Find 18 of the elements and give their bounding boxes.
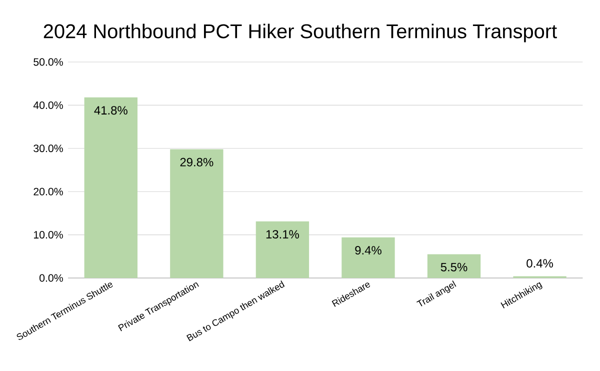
y-tick-label: 20.0% [34,188,63,196]
data-label: 5.5% [440,262,468,272]
y-tick-label: 40.0% [33,101,63,109]
chart-title: 2024 Northbound PCT Hiker Southern Terminus Transport [44,24,557,42]
data-label: 0.4% [526,259,553,268]
bar [427,254,481,278]
bar [256,221,310,278]
data-label: 41.8% [94,106,128,115]
y-tick-label: 10.0% [34,231,63,239]
bar [84,97,138,278]
y-tick-label: 50.0% [34,58,63,66]
y-tick-label: 0.0% [40,274,63,282]
bar [170,149,224,278]
data-label: 29.8% [180,158,214,166]
data-label: 13.1% [266,230,299,239]
y-tick-label: 30.0% [34,144,63,152]
data-label: 9.4% [355,246,382,255]
bar [342,237,395,278]
